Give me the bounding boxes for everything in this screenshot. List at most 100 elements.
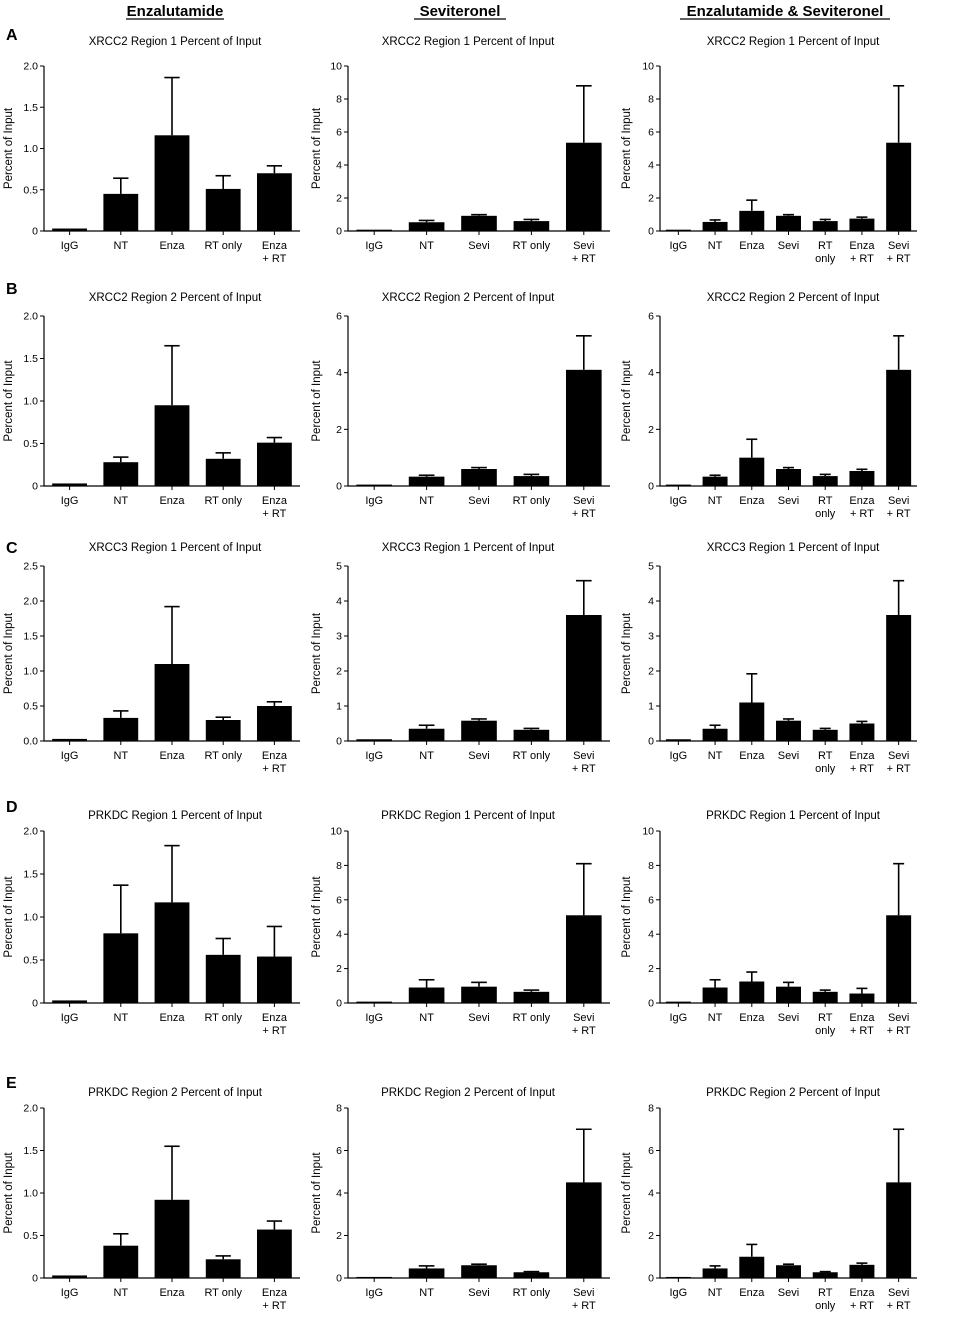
x-category-label: NT (113, 750, 128, 762)
x-category-label-line: NT (113, 495, 128, 507)
x-category-label-line: NT (419, 495, 434, 507)
x-category-label: IgG (669, 240, 687, 252)
x-category-label-line: NT (113, 750, 128, 762)
x-category-label: IgG (61, 240, 79, 252)
bar (205, 458, 241, 486)
bar (739, 210, 765, 231)
bar (356, 739, 393, 741)
bar (565, 142, 602, 231)
x-category-label: Sevi (468, 495, 489, 507)
y-tick-label: 0 (32, 481, 38, 493)
y-tick-label: 6 (648, 127, 654, 139)
x-category-label: Sevi (778, 495, 799, 507)
bar (565, 369, 602, 486)
y-tick-label: 10 (642, 61, 654, 73)
bar (702, 1268, 728, 1278)
bar (812, 1272, 838, 1278)
x-category-label: Enza + RT (849, 1287, 875, 1312)
x-category-label-line: + RT (850, 1025, 874, 1037)
axis-lines (659, 566, 917, 742)
bar (408, 222, 445, 231)
y-tick-label: 3 (336, 631, 342, 643)
x-category-label: Enza + RT (262, 495, 288, 520)
x-category-label-line: Enza (159, 240, 185, 252)
row-labels: A B C D E (6, 27, 18, 1092)
x-category-label: Enza + RT (262, 1012, 288, 1037)
x-category-label-line: RT only (513, 240, 551, 252)
x-category-label-line: RT (818, 750, 833, 762)
x-category-label: Enza (159, 1287, 185, 1299)
bar (408, 728, 445, 741)
x-category-label: IgG (365, 750, 383, 762)
bar (513, 1272, 550, 1278)
bar (103, 1245, 139, 1278)
chart-title: PRKDC Region 2 Percent of Input (381, 1087, 556, 1099)
column-headers: Enzalutamide Seviteronel Enzalutamide & … (126, 3, 890, 20)
x-category-label-line: IgG (365, 1012, 383, 1024)
y-tick-label: 8 (648, 94, 654, 106)
x-category-label: RT only (204, 750, 242, 762)
bar (461, 1265, 497, 1278)
x-category-label: RT only (815, 750, 836, 775)
y-tick-label: 8 (336, 94, 342, 106)
x-category-label-line: + RT (887, 253, 911, 265)
x-category-label-line: Enza (739, 1012, 765, 1024)
x-category-label: RT only (204, 240, 242, 252)
bar (513, 991, 550, 1003)
y-tick-label: 4 (336, 1188, 342, 1200)
x-category-label-line: only (815, 253, 836, 265)
x-category-label: Enza (739, 1012, 765, 1024)
y-tick-label: 4 (336, 160, 342, 172)
y-axis-label: Percent of Input (3, 876, 15, 958)
x-category-label: NT (113, 240, 128, 252)
x-category-label-line: IgG (669, 1012, 687, 1024)
x-category-label-line: NT (708, 1012, 723, 1024)
chart-panel: PRKDC Region 1 Percent of Input Percent o… (311, 810, 610, 1037)
x-category-label: Enza + RT (849, 750, 875, 775)
chart-panel: XRCC2 Region 2 Percent of Input Percent o… (311, 292, 610, 520)
y-axis-label: Percent of Input (621, 107, 633, 189)
x-category-label-line: IgG (669, 750, 687, 762)
x-category-label: Sevi + RT (887, 750, 911, 775)
x-category-label: IgG (365, 1012, 383, 1024)
chart-title: PRKDC Region 1 Percent of Input (706, 810, 881, 822)
x-category-label: RT only (815, 1012, 836, 1037)
y-tick-label: 6 (336, 127, 342, 139)
x-category-label: Sevi + RT (887, 1287, 911, 1312)
chart-panel: PRKDC Region 1 Percent of Input Percent o… (621, 810, 917, 1037)
x-category-label-line: Sevi (778, 1012, 799, 1024)
bar (205, 1259, 241, 1278)
x-category-label-line: + RT (262, 763, 286, 775)
y-tick-label: 2.0 (23, 1103, 38, 1115)
bar (408, 987, 445, 1003)
x-category-label-line: Enza (849, 240, 875, 252)
x-category-label: NT (419, 240, 434, 252)
x-category-label: Sevi + RT (887, 240, 911, 265)
x-category-label-line: RT (818, 1287, 833, 1299)
y-tick-label: 4 (648, 1188, 654, 1200)
axis-lines (659, 316, 917, 487)
x-category-label-line: Sevi (573, 750, 594, 762)
y-tick-label: 6 (648, 894, 654, 906)
bar (776, 986, 801, 1003)
x-category-label-line: Sevi (468, 750, 489, 762)
y-tick-label: 0.5 (23, 438, 38, 450)
x-category-label: Enza (739, 750, 765, 762)
x-category-label-line: + RT (572, 1025, 596, 1037)
x-category-label: Enza + RT (262, 750, 288, 775)
x-category-label: RT only (815, 495, 836, 520)
x-category-label: IgG (669, 1287, 687, 1299)
x-category-label-line: + RT (262, 508, 286, 520)
x-category-label-line: IgG (61, 1287, 79, 1299)
bar (565, 915, 602, 1003)
bar (776, 1265, 801, 1278)
x-category-label: IgG (365, 1287, 383, 1299)
x-category-label-line: + RT (572, 763, 596, 775)
x-category-label-line: Enza (159, 495, 185, 507)
y-tick-label: 2 (648, 424, 654, 436)
x-category-label-line: Enza (849, 1012, 875, 1024)
y-tick-label: 0 (336, 736, 342, 748)
x-category-label-line: NT (419, 240, 434, 252)
chart-title: PRKDC Region 1 Percent of Input (88, 810, 263, 822)
chart-panel: XRCC3 Region 1 Percent of Input Percent o… (3, 542, 300, 775)
